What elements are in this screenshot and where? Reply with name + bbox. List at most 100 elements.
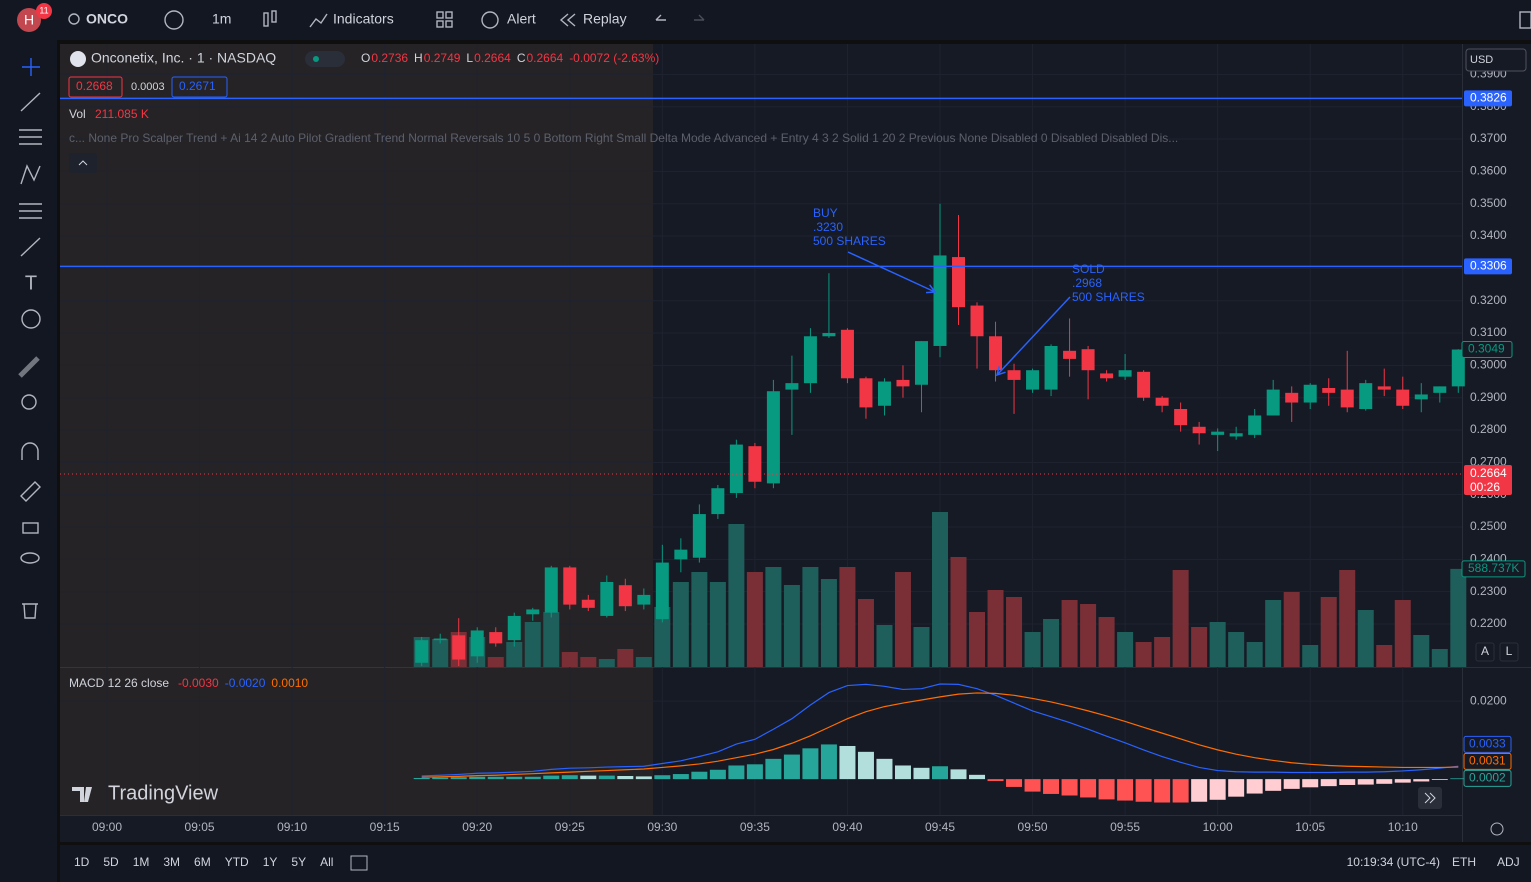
macd-legend-value: -0.0020	[225, 676, 266, 690]
undo[interactable]	[655, 14, 666, 21]
volume-label: 588.737K	[1468, 561, 1519, 575]
price-line-badge	[1464, 258, 1512, 275]
x-tick-label: 09:30	[647, 820, 677, 834]
icon-tool[interactable]	[21, 309, 41, 329]
range-button[interactable]: 1M	[133, 855, 150, 869]
measure-tool[interactable]	[18, 356, 40, 378]
macd-histogram-bar	[1209, 779, 1226, 800]
candle-body	[970, 305, 984, 337]
macd-histogram-bar	[802, 748, 819, 780]
zoom-tool[interactable]	[21, 394, 37, 410]
volume-bar	[691, 572, 708, 667]
alert[interactable]: Alert	[507, 11, 536, 27]
trendline-tool[interactable]	[20, 92, 41, 112]
candle-body	[692, 514, 706, 558]
x-tick-label: 09:20	[462, 820, 492, 834]
volume-bar	[1228, 632, 1245, 667]
alert-icon[interactable]	[481, 11, 499, 29]
delete-tool[interactable]	[22, 603, 38, 619]
y-tick-label: 0.2900	[1470, 390, 1507, 404]
range-button[interactable]: 5Y	[291, 855, 306, 869]
ohlc-h: 0.2749	[424, 51, 461, 65]
bid: 0.2668	[76, 79, 113, 93]
lock-tool[interactable]	[22, 522, 39, 534]
range-button[interactable]: All	[320, 855, 333, 869]
annotation-text: 500 SHARES	[813, 234, 886, 248]
macd-histogram-bar	[1154, 779, 1171, 803]
annotation-text: .2968	[1072, 276, 1102, 290]
range-button[interactable]: 6M	[194, 855, 211, 869]
replay[interactable]: Replay	[583, 11, 627, 27]
range-button[interactable]: 1D	[74, 855, 90, 869]
session-toggle[interactable]: ETH	[1452, 855, 1476, 869]
arrow-head	[925, 284, 937, 294]
spread: 0.0003	[131, 81, 165, 93]
axis-settings[interactable]	[1490, 822, 1504, 836]
candle-body	[563, 567, 577, 605]
macd-histogram-bar	[635, 776, 652, 780]
macd-histogram-bar	[1098, 779, 1115, 800]
macd-histogram-bar	[1135, 779, 1152, 802]
candle-body	[1174, 409, 1188, 426]
macd-histogram-bar	[1061, 779, 1078, 796]
volume-legend-value: 211.085 K	[95, 107, 149, 121]
text-tool[interactable]: T	[25, 272, 37, 294]
y-tick-label: 0.2500	[1470, 519, 1507, 533]
candle-body	[489, 632, 503, 644]
x-tick-label: 09:10	[277, 820, 307, 834]
pattern-tool[interactable]	[20, 164, 41, 185]
volume-bar	[543, 612, 560, 667]
date-range-icon[interactable]	[350, 855, 368, 871]
candle-body	[470, 630, 484, 657]
ask: 0.2671	[179, 79, 216, 93]
layouts[interactable]	[436, 11, 444, 19]
macd-histogram-bar	[1413, 779, 1430, 782]
avatar[interactable]	[17, 8, 41, 32]
range-button[interactable]: 3M	[163, 855, 180, 869]
currency-box[interactable]	[1465, 48, 1527, 72]
fullscreen[interactable]	[1519, 11, 1531, 29]
volume-bar	[1357, 610, 1374, 667]
replay-icon[interactable]	[559, 13, 576, 27]
volume-bar	[913, 627, 930, 667]
candle-body	[1266, 389, 1280, 416]
fib-tool[interactable]	[19, 129, 42, 145]
range-button[interactable]: 5D	[103, 855, 119, 869]
symbol-search[interactable]: ONCO	[86, 11, 128, 27]
scale-button-label: A	[1481, 644, 1489, 658]
volume-bar	[969, 612, 986, 667]
visibility-tool[interactable]	[20, 552, 40, 564]
search-icon[interactable]	[68, 13, 80, 25]
macd-histogram-bar	[783, 754, 800, 780]
candle-body	[1377, 386, 1391, 390]
macd-histogram-bar	[413, 777, 430, 780]
volume-bar	[580, 657, 597, 667]
collapse-legend[interactable]	[69, 153, 97, 173]
macd-value-label: 0.0033	[1469, 737, 1506, 751]
candle-body	[415, 640, 429, 663]
indicators[interactable]: Indicators	[333, 11, 394, 27]
drawing-mode[interactable]	[20, 481, 41, 502]
volume-bar	[1394, 600, 1411, 667]
indicators-icon[interactable]	[309, 13, 328, 28]
candle-body	[1303, 384, 1317, 403]
chart-type[interactable]	[263, 12, 269, 27]
candle-body	[1063, 350, 1077, 359]
scale-button[interactable]	[1499, 642, 1519, 662]
annotation-text: SOLD	[1072, 262, 1105, 276]
redo[interactable]	[694, 14, 705, 21]
volume-bar	[1265, 600, 1282, 667]
range-button[interactable]: 1Y	[263, 855, 278, 869]
adjust-toggle[interactable]: ADJ	[1497, 855, 1520, 869]
add-symbol[interactable]	[164, 10, 184, 30]
interval[interactable]: 1m	[212, 11, 231, 27]
candle-body	[896, 379, 910, 387]
y-tick-label: 0.2800	[1470, 422, 1507, 436]
crosshair-tool[interactable]	[22, 58, 40, 76]
range-button[interactable]: YTD	[225, 855, 249, 869]
volume-bar	[1043, 619, 1060, 667]
magnet-tool[interactable]	[21, 442, 39, 460]
scale-button[interactable]	[1475, 642, 1495, 662]
forecast-tool[interactable]	[19, 203, 42, 219]
brush-tool[interactable]	[20, 237, 41, 257]
